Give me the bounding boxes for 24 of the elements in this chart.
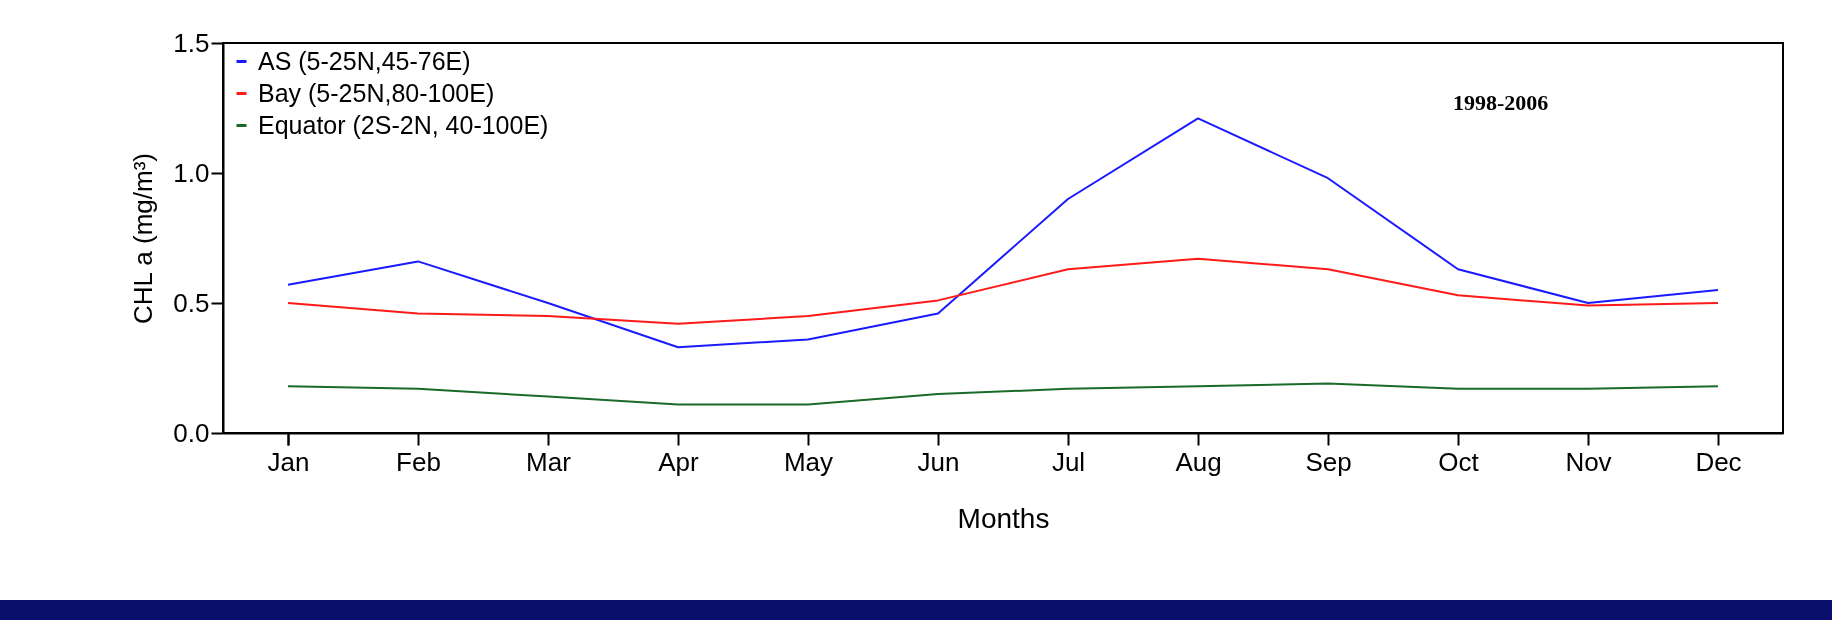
x-tick-label: May: [783, 446, 834, 477]
y-tick-label: 0.0: [173, 417, 210, 448]
x-tick-label: Aug: [1175, 446, 1222, 477]
x-tick-label: Apr: [658, 446, 700, 477]
y-axis-title: CHL a (mg/m³): [128, 153, 159, 324]
x-axis-title: Months: [957, 502, 1050, 534]
annotation: 1998-2006: [1453, 90, 1549, 115]
x-tick-label: Dec: [1695, 446, 1742, 477]
y-tick-label: 0.5: [173, 287, 210, 318]
legend-label: Equator (2S-2N, 40-100E): [258, 110, 549, 139]
y-tick-label: 1.0: [173, 157, 210, 188]
x-tick-label: Jan: [267, 446, 310, 477]
y-tick-label: 1.5: [173, 27, 210, 58]
line-series: [287, 382, 1719, 406]
legend-label: AS (5-25N,45-76E): [258, 46, 471, 75]
x-tick-label: Nov: [1565, 446, 1612, 477]
x-tick-label: Sep: [1305, 446, 1352, 477]
x-tick-label: Jun: [917, 446, 960, 477]
x-tick-label: Mar: [526, 446, 572, 477]
x-tick-label: Jul: [1051, 446, 1086, 477]
line-series: [287, 257, 1719, 325]
legend-label: Bay (5-25N,80-100E): [258, 78, 495, 107]
x-tick-label: Oct: [1438, 446, 1480, 477]
x-tick-label: Feb: [396, 446, 441, 477]
